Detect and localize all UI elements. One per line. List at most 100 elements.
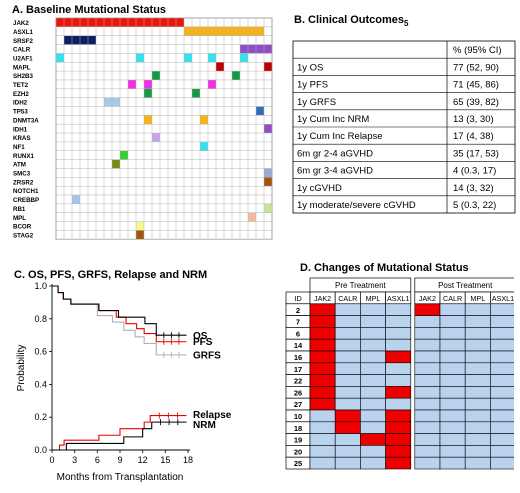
mutation-cell <box>80 18 88 27</box>
curve-grfs <box>52 285 187 356</box>
outcome-label: 6m gr 2-4 aGVHD <box>297 148 373 159</box>
id-header: ID <box>294 294 302 303</box>
status-cell <box>414 303 441 316</box>
status-cell <box>414 350 441 364</box>
outcome-label: 6m gr 3-4 aGVHD <box>297 166 373 177</box>
status-cell <box>439 374 466 387</box>
gene-header: JAK2 <box>419 294 436 303</box>
x-axis-title: Months from Transplantation <box>57 472 184 483</box>
status-cell <box>414 327 441 340</box>
mutation-cell <box>136 230 144 240</box>
gene-header: JAK2 <box>314 294 331 303</box>
mutation-cell <box>200 26 208 36</box>
status-cell <box>360 350 386 364</box>
status-cell <box>414 433 441 446</box>
status-cell <box>439 303 466 316</box>
panel-b-title-text: B. Clinical Outcomes <box>294 14 405 26</box>
mutation-cell <box>184 26 192 36</box>
status-cell <box>414 338 441 352</box>
mutation-cell <box>128 18 136 27</box>
status-cell <box>439 386 466 399</box>
status-cell <box>414 456 441 470</box>
mutation-cell <box>144 18 152 27</box>
status-cell <box>490 409 514 423</box>
status-cell <box>360 362 386 375</box>
status-cell <box>360 445 386 458</box>
status-cell <box>334 338 361 352</box>
status-cell <box>360 397 386 411</box>
gene-label: BCOR <box>13 224 32 231</box>
status-cell <box>439 350 466 364</box>
patient-id: 2 <box>296 306 300 315</box>
y-tick-label: 0.2 <box>34 412 47 422</box>
mutation-cell <box>200 115 208 125</box>
status-cell <box>334 397 361 411</box>
status-cell <box>490 386 514 399</box>
status-cell <box>490 397 514 411</box>
mutation-cell <box>200 141 208 151</box>
status-cell <box>309 409 336 423</box>
status-cell <box>385 303 412 316</box>
status-cell <box>490 362 514 375</box>
outcome-value: 4 (0.3, 17) <box>453 166 496 177</box>
outcome-value: 5 (0.3, 22) <box>453 200 496 211</box>
mutation-cell <box>144 79 152 89</box>
status-cell <box>334 350 361 364</box>
mutation-cell <box>168 18 176 27</box>
series-label-nrm: NRM <box>193 420 216 431</box>
gene-label: TP53 <box>13 109 28 116</box>
status-cell <box>414 386 441 399</box>
status-cell <box>385 456 412 470</box>
status-cell <box>309 386 336 399</box>
table-header-ci: % (95% CI) <box>453 45 502 56</box>
patient-id: 17 <box>294 365 302 374</box>
mutation-cell <box>112 18 120 27</box>
mutation-cell <box>72 195 80 204</box>
status-cell <box>360 421 386 434</box>
y-tick-label: 1.0 <box>34 281 47 291</box>
status-cell <box>439 315 466 328</box>
status-cell <box>334 362 361 375</box>
status-cell <box>385 397 412 411</box>
outcome-label: 1y PFS <box>297 80 328 91</box>
outcome-value: 77 (52, 90) <box>453 62 499 73</box>
clinical-outcomes-table: % (95% CI) 1y OS 77 (52, 90) 1y PFS 71 (45, … <box>292 40 516 214</box>
gene-header: MPL <box>366 294 381 303</box>
outcome-label: 1y Cum Inc Relapse <box>297 131 383 142</box>
mutation-cell <box>264 177 272 187</box>
post-treatment-label: Post Treatment <box>438 281 493 290</box>
status-cell <box>439 327 466 340</box>
status-cell <box>439 421 466 434</box>
status-cell <box>385 350 412 364</box>
status-cell <box>360 374 386 387</box>
mutation-cell <box>152 71 160 80</box>
mutation-cell <box>232 71 240 80</box>
mutation-cell <box>144 88 152 98</box>
gene-label: IDH1 <box>13 126 28 133</box>
mutation-cell <box>72 35 80 45</box>
status-cell <box>414 315 441 328</box>
mutation-cell <box>152 133 160 142</box>
patient-id: 16 <box>294 353 302 362</box>
outcome-label: 1y Cum Inc NRM <box>297 114 369 125</box>
status-cell <box>385 421 412 434</box>
y-axis-title: Probability <box>16 345 27 392</box>
y-tick-label: 0.0 <box>34 445 47 455</box>
mutation-cell <box>96 18 104 27</box>
mutation-cell <box>120 150 128 160</box>
status-cell <box>439 445 466 458</box>
status-cell <box>464 338 491 352</box>
mutation-cell <box>152 18 160 27</box>
x-tick-label: 18 <box>183 455 193 465</box>
gene-label: ASXL1 <box>13 29 34 36</box>
status-cell <box>464 421 491 434</box>
gene-header: MPL <box>470 294 485 303</box>
status-cell <box>309 362 336 375</box>
mutation-cell <box>176 18 184 27</box>
status-cell <box>414 409 441 423</box>
status-cell <box>464 445 491 458</box>
status-cell <box>464 433 491 446</box>
mutation-cell <box>256 106 264 116</box>
curve-pfs <box>52 285 187 343</box>
mutation-cell <box>144 115 152 125</box>
